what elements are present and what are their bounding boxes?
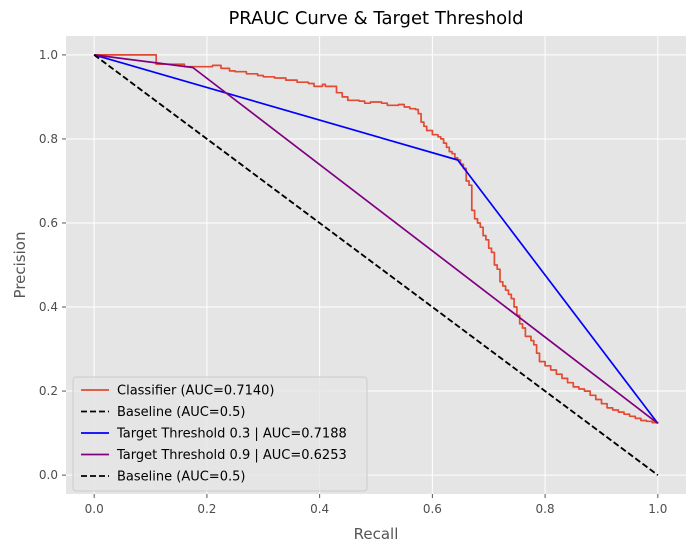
legend: Classifier (AUC=0.7140) Baseline (AUC=0.5… — [72, 376, 368, 492]
chart-title: PRAUC Curve & Target Threshold — [228, 8, 523, 29]
legend-label: Target Threshold 0.9 | AUC=0.6253 — [116, 448, 347, 463]
y-tick-label: 0.0 — [39, 468, 58, 482]
x-tick-label: 0.8 — [536, 502, 555, 516]
series-lines — [93, 54, 659, 476]
x-tick-label: 0.6 — [423, 502, 442, 516]
legend-label: Classifier (AUC=0.7140) — [117, 384, 275, 399]
x-axis-label: Recall — [354, 525, 399, 543]
x-tick-label: 0.4 — [310, 502, 329, 516]
legend-box — [72, 376, 368, 492]
y-tick-label: 0.2 — [39, 384, 58, 398]
series-line-4 — [93, 54, 659, 476]
legend-label: Baseline (AUC=0.5) — [117, 470, 245, 485]
y-tick-label: 0.8 — [39, 132, 58, 146]
y-axis-ticks: 0.0 0.2 0.4 0.6 0.8 1.0 — [39, 48, 66, 482]
y-tick-label: 0.6 — [39, 216, 58, 230]
y-axis-label: Precision — [11, 232, 29, 299]
series-line-2 — [93, 54, 659, 424]
x-tick-label: 0.2 — [197, 502, 216, 516]
series-line-3 — [94, 54, 659, 425]
y-tick-label: 1.0 — [39, 48, 58, 62]
x-tick-label: 0.0 — [85, 502, 104, 516]
x-axis-ticks: 0.0 0.2 0.4 0.6 0.8 1.0 — [85, 494, 667, 516]
y-tick-label: 0.4 — [39, 300, 58, 314]
x-tick-label: 1.0 — [648, 502, 667, 516]
legend-label: Baseline (AUC=0.5) — [117, 405, 245, 420]
legend-label: Target Threshold 0.3 | AUC=0.7188 — [116, 427, 347, 442]
series-line-0 — [94, 54, 659, 424]
